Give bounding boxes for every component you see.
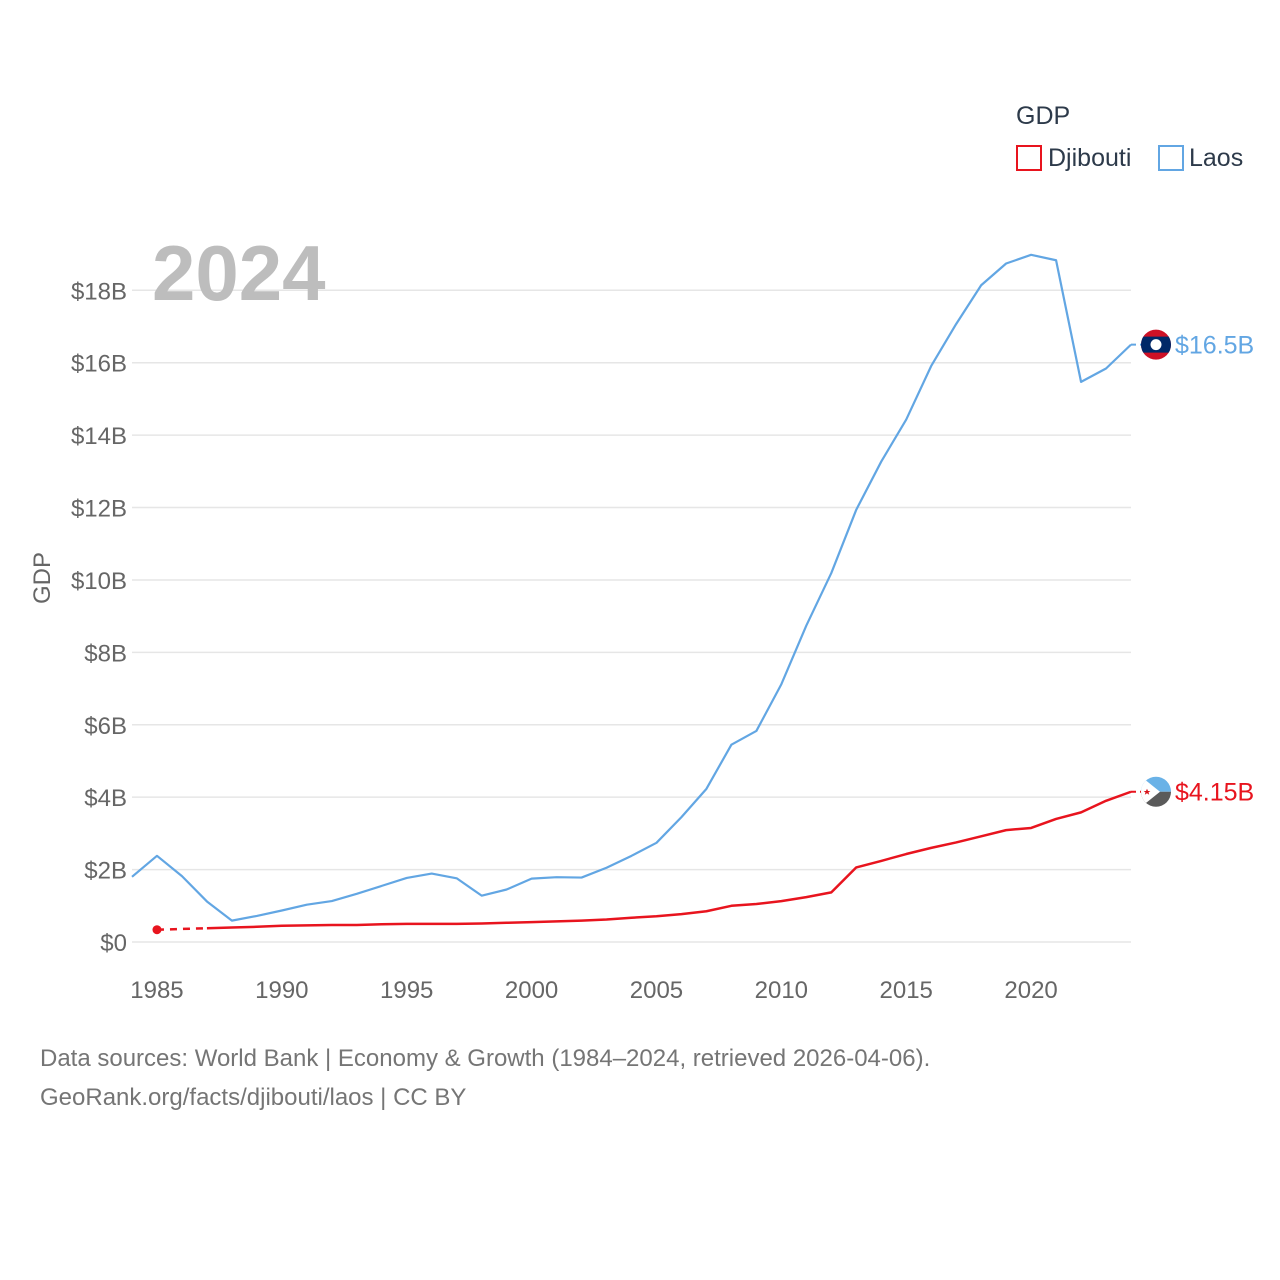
legend-label-laos[interactable]: Laos <box>1189 144 1243 172</box>
x-tick-label: 1995 <box>380 977 433 1004</box>
djibouti-end-value-label: $4.15B <box>1175 779 1254 807</box>
x-tick-label: 2010 <box>755 977 808 1004</box>
laos-flag-icon <box>1141 329 1171 360</box>
legend: GDP Djibouti Laos <box>1016 102 1243 172</box>
djibouti-start-point <box>152 925 162 935</box>
y-tick-label: $4B <box>84 785 127 812</box>
legend-label-djibouti[interactable]: Djibouti <box>1048 144 1131 172</box>
y-tick-label: $12B <box>71 496 127 523</box>
y-tick-label: $18B <box>71 278 127 305</box>
series-lines <box>131 253 1142 935</box>
x-tick-label: 1990 <box>255 977 308 1004</box>
x-tick-label: 2005 <box>630 977 683 1004</box>
laos-end-value-label: $16.5B <box>1175 332 1254 360</box>
x-tick-label: 1985 <box>130 977 183 1004</box>
big-year-label: 2024 <box>152 229 326 317</box>
y-tick-label: $6B <box>84 713 127 740</box>
laos-line <box>131 253 1132 922</box>
djibouti-gap-line <box>156 926 207 931</box>
legend-swatch-laos[interactable] <box>1158 145 1184 171</box>
y-tick-label: $10B <box>71 568 127 595</box>
x-tick-label: 2020 <box>1004 977 1057 1004</box>
djibouti-line <box>206 790 1132 930</box>
source-line: Data sources: World Bank | Economy & Gro… <box>40 1045 931 1072</box>
legend-title: GDP <box>1016 102 1070 130</box>
y-tick-label: $2B <box>84 858 127 885</box>
credit-line: GeoRank.org/facts/djibouti/laos | CC BY <box>40 1084 467 1111</box>
y-tick-label: $16B <box>71 351 127 378</box>
x-tick-label: 2000 <box>505 977 558 1004</box>
gridlines <box>132 289 1131 943</box>
y-axis-ticks: $0 $2B $4B $6B $8B $10B $12B $14B $16B $18B <box>71 278 127 957</box>
y-tick-label: $14B <box>71 423 127 450</box>
y-tick-label: $8B <box>84 640 127 667</box>
legend-swatch-djibouti[interactable] <box>1016 145 1042 171</box>
y-tick-label: $0 <box>100 930 127 957</box>
x-tick-label: 2015 <box>880 977 933 1004</box>
djibouti-flag-icon <box>1141 776 1171 807</box>
x-axis-ticks: 1985 1990 1995 2000 2005 2010 2015 2020 <box>130 977 1058 1004</box>
y-axis-label: GDP <box>29 552 56 604</box>
